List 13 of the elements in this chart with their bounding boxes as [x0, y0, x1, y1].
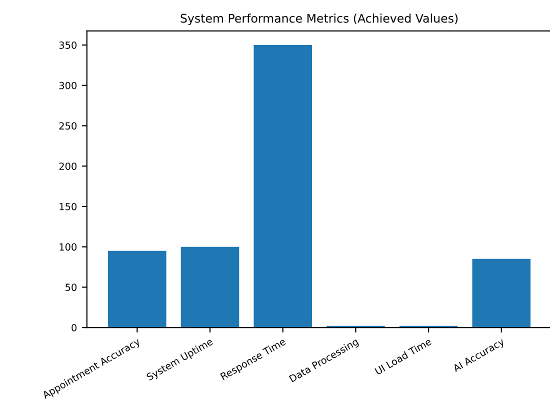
y-tick-label: 0 — [72, 324, 77, 332]
chart-title: System Performance Metrics (Achieved Values) — [180, 14, 458, 26]
bar — [254, 45, 312, 328]
bar — [180, 246, 240, 328]
y-tick-label: 250 — [59, 122, 77, 130]
y-tick-label: 50 — [66, 284, 77, 292]
y-tick-label: 200 — [59, 162, 77, 170]
bar — [108, 250, 166, 328]
y-tick-label: 300 — [59, 82, 77, 90]
y-tick-label: 350 — [59, 42, 77, 49]
y-tick-label: 150 — [60, 202, 77, 210]
bar — [472, 258, 531, 328]
y-tick-label: 100 — [60, 243, 77, 251]
